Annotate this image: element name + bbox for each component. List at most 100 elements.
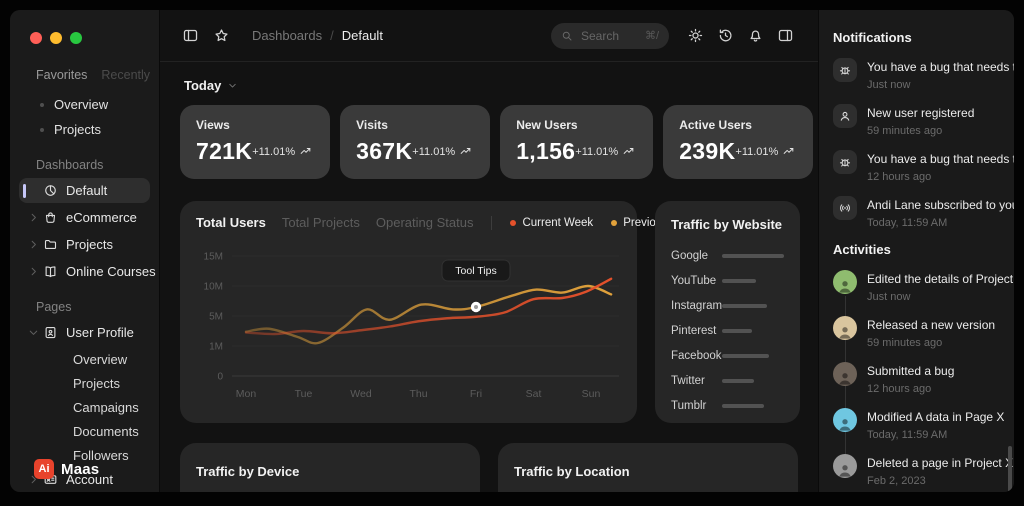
traffic-label: Instagram bbox=[671, 299, 723, 312]
theme-toggle-icon[interactable] bbox=[687, 27, 704, 44]
chart-tab-total-users[interactable]: Total Users bbox=[196, 215, 266, 230]
stats-row: Views 721K +11.01% Visits 367K +11.01% N… bbox=[180, 105, 814, 179]
notification-text: New user registered bbox=[867, 106, 975, 120]
sidebar-item-projects[interactable]: Projects bbox=[19, 232, 150, 257]
avatar bbox=[833, 454, 857, 478]
traffic-row-pinterest[interactable]: Pinterest bbox=[671, 318, 784, 343]
traffic-bar bbox=[722, 253, 785, 258]
activity-item[interactable]: Submitted a bug 12 hours ago bbox=[833, 362, 1000, 395]
stat-delta: +11.01% bbox=[412, 145, 474, 158]
traffic-row-youtube[interactable]: YouTube bbox=[671, 268, 784, 293]
legend-current-week[interactable]: Current Week bbox=[510, 217, 593, 229]
main-area: Dashboards / Default ⌘/ T bbox=[160, 10, 818, 492]
minimize-window-button[interactable] bbox=[50, 32, 62, 44]
sidebar-tab-favorites[interactable]: Favorites bbox=[36, 68, 88, 82]
chevron-down-icon bbox=[227, 80, 238, 91]
activity-item[interactable]: Released a new version 59 minutes ago bbox=[833, 316, 1000, 349]
activity-time: Just now bbox=[867, 291, 911, 303]
sidebar-subitem-campaigns[interactable]: Campaigns bbox=[73, 399, 139, 415]
sidebar-item-user-profile[interactable]: User Profile bbox=[19, 320, 150, 345]
chevron-right-icon bbox=[27, 238, 40, 251]
traffic-row-twitter[interactable]: Twitter bbox=[671, 368, 784, 393]
traffic-row-tumblr[interactable]: Tumblr bbox=[671, 393, 784, 418]
topbar-actions bbox=[687, 27, 794, 44]
stat-card-views[interactable]: Views 721K +11.01% bbox=[180, 105, 331, 179]
sidebar-item-overview[interactable]: Overview bbox=[10, 92, 159, 117]
folder-icon bbox=[43, 237, 58, 252]
sidebar-section-dashboards: Default eCommerce Projects Online Course… bbox=[10, 178, 159, 284]
notification-time: 59 minutes ago bbox=[867, 125, 943, 137]
bottom-cards-row: Traffic by Device Traffic by Location bbox=[180, 443, 798, 492]
sidebar-subitem-projects[interactable]: Projects bbox=[73, 375, 120, 391]
dashboard-content: Today Views 721K +11.01% Visits 367K +11… bbox=[160, 62, 818, 492]
sidebar-item-online-courses[interactable]: Online Courses bbox=[19, 259, 156, 284]
right-panel-toggle-icon[interactable] bbox=[777, 27, 794, 44]
zoom-window-button[interactable] bbox=[70, 32, 82, 44]
favorite-star-button[interactable] bbox=[213, 27, 230, 44]
avatar bbox=[833, 316, 857, 340]
card-traffic-by-device[interactable]: Traffic by Device bbox=[180, 443, 480, 492]
window-controls bbox=[10, 32, 159, 44]
sidebar-toggle-button[interactable] bbox=[182, 27, 199, 44]
section-title: Activities bbox=[833, 242, 891, 257]
chevron-right-icon bbox=[27, 211, 40, 224]
activity-time: Feb 2, 2023 bbox=[867, 475, 926, 487]
notification-item[interactable]: New user registered 59 minutes ago bbox=[833, 104, 1000, 137]
notification-item[interactable]: Andi Lane subscribed to you Today, 11:59… bbox=[833, 196, 1014, 229]
chart-tab-operating-status[interactable]: Operating Status bbox=[375, 215, 474, 230]
traffic-row-google[interactable]: Google bbox=[671, 243, 785, 268]
chart-header: Total Users Total Projects Operating Statu… bbox=[196, 215, 700, 230]
sidebar-subitem-overview[interactable]: Overview bbox=[73, 351, 128, 367]
card-title: Traffic by Location bbox=[514, 464, 630, 479]
bullet-dot bbox=[40, 102, 44, 107]
stat-value: 239K bbox=[679, 138, 736, 164]
notification-item[interactable]: You have a bug that needs t... Just now bbox=[833, 58, 1014, 91]
traffic-row-facebook[interactable]: Facebook bbox=[671, 343, 784, 368]
logo-name: Maas bbox=[61, 460, 100, 478]
sidebar-section-label: Pages bbox=[36, 300, 72, 314]
left-sidebar: Favorites Recently Overview Projects Dash… bbox=[10, 10, 160, 492]
sidebar-item-ecommerce[interactable]: eCommerce bbox=[19, 205, 150, 230]
divider bbox=[491, 215, 493, 230]
logo-badge: Ai bbox=[34, 459, 54, 479]
traffic-by-website-card: Traffic by Website Google YouTube Instag… bbox=[655, 201, 801, 423]
activity-item[interactable]: Modified A data in Page X Today, 11:59 A… bbox=[833, 408, 1004, 441]
activity-item[interactable]: Deleted a page in Project X Feb 2, 2023 bbox=[833, 454, 1013, 487]
period-selector[interactable]: Today bbox=[184, 78, 238, 93]
traffic-row-instagram[interactable]: Instagram bbox=[671, 293, 784, 318]
avatar bbox=[833, 270, 857, 294]
trend-up-icon bbox=[782, 145, 795, 158]
notification-item[interactable]: You have a bug that needs t... 12 hours … bbox=[833, 150, 1014, 183]
close-window-button[interactable] bbox=[30, 32, 42, 44]
notification-time: Today, 11:59 AM bbox=[867, 217, 948, 229]
legend-dot bbox=[611, 219, 618, 226]
activity-item[interactable]: Edited the details of Project X Just now bbox=[833, 270, 1014, 303]
bullet-dot bbox=[40, 127, 44, 132]
search-box[interactable]: ⌘/ bbox=[551, 22, 669, 49]
stat-card-visits[interactable]: Visits 367K +11.01% bbox=[340, 105, 491, 179]
activity-time: 12 hours ago bbox=[867, 383, 932, 395]
sidebar-item-account[interactable]: Account bbox=[19, 467, 150, 492]
search-input[interactable] bbox=[579, 27, 639, 44]
stat-card-new-users[interactable]: New Users 1,156 +11.01% bbox=[500, 105, 654, 179]
active-indicator bbox=[23, 183, 26, 198]
card-traffic-by-location[interactable]: Traffic by Location bbox=[498, 443, 798, 492]
scrollbar-thumb[interactable] bbox=[1008, 446, 1012, 492]
history-icon[interactable] bbox=[717, 27, 734, 44]
sidebar-subitem-documents[interactable]: Documents bbox=[73, 423, 139, 439]
sidebar-item-projects[interactable]: Projects bbox=[10, 117, 159, 142]
sidebar-subitem-followers[interactable]: Followers bbox=[73, 447, 129, 463]
sidebar-tab-recently[interactable]: Recently bbox=[101, 68, 151, 82]
chart-tab-total-projects[interactable]: Total Projects bbox=[281, 215, 360, 230]
broadcast-icon bbox=[833, 196, 857, 220]
svg-text:10M: 10M bbox=[204, 282, 223, 293]
stat-card-active-users[interactable]: Active Users 239K +11.01% bbox=[663, 105, 814, 179]
period-label: Today bbox=[184, 78, 222, 93]
stat-label: Views bbox=[196, 118, 230, 132]
total-users-line-chart: 15M 10M 5M 1M 0 Mon Tue Wed Thu Fri Sat Sun Tool Ti… bbox=[204, 252, 619, 400]
traffic-bar bbox=[722, 353, 769, 358]
sidebar-item-default[interactable]: Default bbox=[19, 178, 150, 203]
breadcrumb-parent[interactable]: Dashboards bbox=[252, 28, 323, 43]
notifications-bell-icon[interactable] bbox=[747, 27, 764, 44]
